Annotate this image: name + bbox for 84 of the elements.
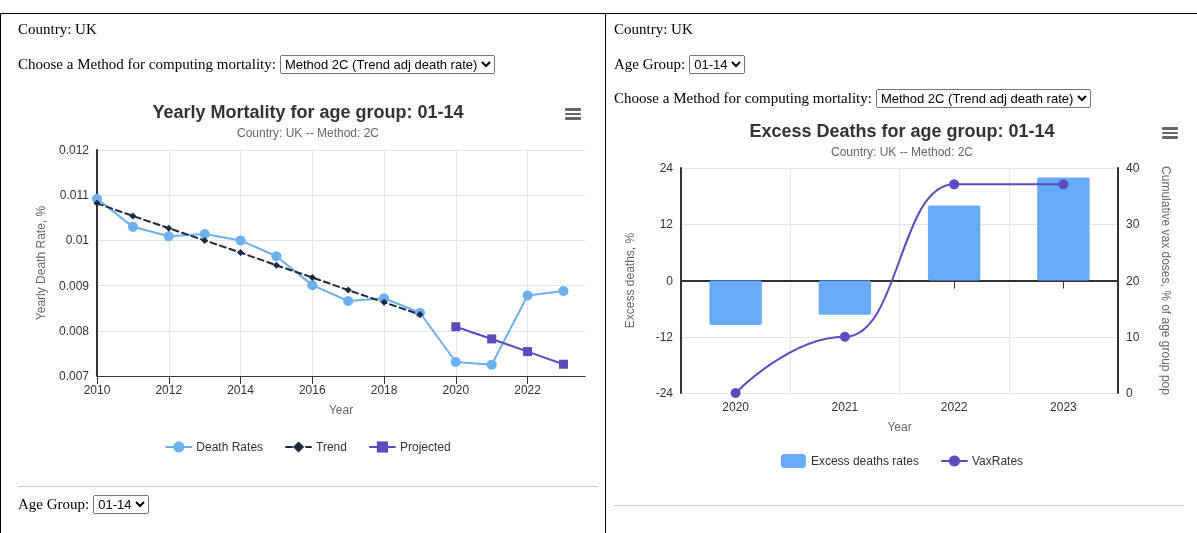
point (307, 280, 318, 291)
x-tick-label: 2012 (155, 383, 183, 397)
x-tick-label: 2022 (514, 383, 542, 397)
y2-tick-label: 10 (1126, 329, 1140, 344)
x-tick-label: 2018 (370, 383, 398, 397)
point (486, 359, 497, 370)
point (487, 334, 497, 344)
x-tick-label: 2010 (83, 383, 111, 397)
dropdown: 01-14 (689, 55, 746, 74)
point (199, 229, 210, 240)
chart-subtitle: Country: UK -- Method: 2C (236, 126, 380, 140)
x-tick-label: 2021 (831, 400, 859, 414)
x-tick-label: 2020 (722, 400, 750, 414)
point (237, 249, 245, 257)
y-tick-label: 0 (666, 273, 674, 288)
bar (709, 280, 762, 326)
point (949, 179, 960, 190)
y-axis-title: Excess deaths, % (622, 232, 637, 329)
y-tick-label: 0.011 (59, 188, 90, 203)
legend-label: Death Rates (196, 440, 264, 454)
point (308, 273, 316, 281)
point (839, 331, 850, 342)
point (450, 356, 461, 367)
text: Age Group: (18, 496, 90, 512)
y-tick-label: 0.007 (58, 369, 90, 383)
legend-label: Trend (316, 440, 347, 454)
y2-tick-label: 30 (1126, 217, 1140, 232)
dropdown: Method 2C (Trend adj death rate) (279, 55, 495, 74)
dropdown: Method 2C (Trend adj death rate) (875, 89, 1091, 108)
point (343, 295, 354, 306)
bar (818, 280, 872, 315)
point (163, 231, 174, 242)
point (127, 221, 138, 232)
legend-label: VaxRates (971, 454, 1024, 468)
y2-axis-title: Cumulative vax doses, % of age group pop (1158, 166, 1173, 396)
point (380, 298, 388, 306)
y-tick-label: -12 (655, 329, 674, 344)
legend-label: Projected (399, 440, 451, 454)
y-tick-label: 0.012 (58, 143, 90, 157)
point (129, 212, 137, 220)
point (522, 290, 533, 301)
x-tick-label: 2023 (1050, 400, 1078, 414)
x-axis-title: Year (328, 403, 354, 417)
y-tick-label: 24 (659, 161, 674, 175)
x-tick-label: 2022 (940, 400, 968, 414)
point (1058, 179, 1069, 190)
point (201, 236, 209, 244)
dropdown: 01-14 (93, 495, 150, 514)
point (272, 261, 280, 269)
point (558, 286, 569, 297)
x-tick-label: 2014 (227, 383, 255, 397)
point (451, 322, 461, 332)
point (235, 235, 246, 246)
text: Age Group: (614, 56, 686, 72)
chart-title: Yearly Mortality for age group: 01-14 (152, 102, 464, 122)
bar (927, 205, 981, 281)
point (558, 359, 568, 369)
bar (1037, 177, 1090, 281)
y-tick-label: 0.01 (65, 233, 90, 248)
chart-subtitle: Country: UK -- Method: 2C (830, 145, 974, 159)
point (344, 286, 352, 294)
text: Choose a Method for computing mortality: (614, 90, 872, 106)
point (165, 224, 173, 232)
y-tick-label: -24 (655, 386, 674, 400)
point (730, 388, 741, 398)
point (523, 347, 533, 357)
y-tick-label: 0.008 (58, 323, 90, 338)
y-tick-label: 12 (659, 217, 674, 232)
chart-title: Excess Deaths for age group: 01-14 (749, 121, 1055, 141)
point (271, 251, 282, 262)
y2-tick-label: 0 (1126, 386, 1133, 400)
x-tick-label: 2020 (442, 383, 470, 397)
y2-tick-label: 40 (1126, 161, 1140, 175)
y-tick-label: 0.009 (58, 278, 90, 293)
text: Country: UK (18, 21, 97, 37)
point (93, 199, 101, 207)
legend-label: Excess deaths rates (810, 454, 919, 468)
y2-tick-label: 20 (1126, 273, 1140, 288)
x-tick-label: 2016 (298, 383, 326, 397)
point (416, 311, 424, 319)
x-axis-title: Year (887, 420, 912, 434)
text: Choose a Method for computing mortality: (18, 56, 276, 72)
y-axis-title: Yearly Death Rate, % (33, 205, 48, 321)
text: Country: UK (614, 21, 693, 37)
